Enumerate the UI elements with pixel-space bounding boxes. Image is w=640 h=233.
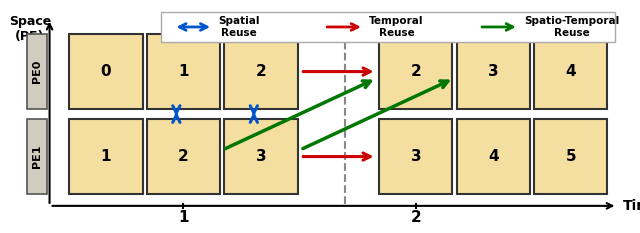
FancyBboxPatch shape bbox=[27, 34, 47, 109]
FancyBboxPatch shape bbox=[224, 34, 298, 109]
Text: 5: 5 bbox=[566, 149, 576, 164]
Text: 3: 3 bbox=[488, 64, 499, 79]
FancyBboxPatch shape bbox=[147, 34, 220, 109]
FancyBboxPatch shape bbox=[457, 119, 530, 194]
Text: Space
(PE): Space (PE) bbox=[9, 15, 51, 44]
Text: PE0: PE0 bbox=[32, 60, 42, 83]
FancyBboxPatch shape bbox=[147, 119, 220, 194]
Text: 4: 4 bbox=[566, 64, 576, 79]
FancyBboxPatch shape bbox=[534, 34, 607, 109]
FancyBboxPatch shape bbox=[380, 119, 452, 194]
Text: 2: 2 bbox=[410, 210, 421, 225]
FancyBboxPatch shape bbox=[534, 119, 607, 194]
Text: 2: 2 bbox=[178, 149, 189, 164]
Text: 1: 1 bbox=[178, 210, 189, 225]
FancyBboxPatch shape bbox=[161, 12, 614, 42]
Text: 1: 1 bbox=[178, 64, 189, 79]
FancyBboxPatch shape bbox=[224, 119, 298, 194]
Text: PE1: PE1 bbox=[32, 145, 42, 168]
FancyBboxPatch shape bbox=[380, 34, 452, 109]
Text: 1: 1 bbox=[100, 149, 111, 164]
Text: Spatio-Temporal
Reuse: Spatio-Temporal Reuse bbox=[524, 16, 620, 38]
FancyBboxPatch shape bbox=[27, 119, 47, 194]
Text: Spatial
Reuse: Spatial Reuse bbox=[219, 16, 260, 38]
Text: 4: 4 bbox=[488, 149, 499, 164]
Text: Temporal
Reuse: Temporal Reuse bbox=[369, 16, 424, 38]
Text: 0: 0 bbox=[100, 64, 111, 79]
FancyBboxPatch shape bbox=[69, 34, 143, 109]
Text: 2: 2 bbox=[410, 64, 421, 79]
FancyBboxPatch shape bbox=[457, 34, 530, 109]
Text: 2: 2 bbox=[255, 64, 266, 79]
Text: 3: 3 bbox=[410, 149, 421, 164]
Text: 3: 3 bbox=[255, 149, 266, 164]
Text: Time: Time bbox=[623, 199, 640, 213]
FancyBboxPatch shape bbox=[69, 119, 143, 194]
